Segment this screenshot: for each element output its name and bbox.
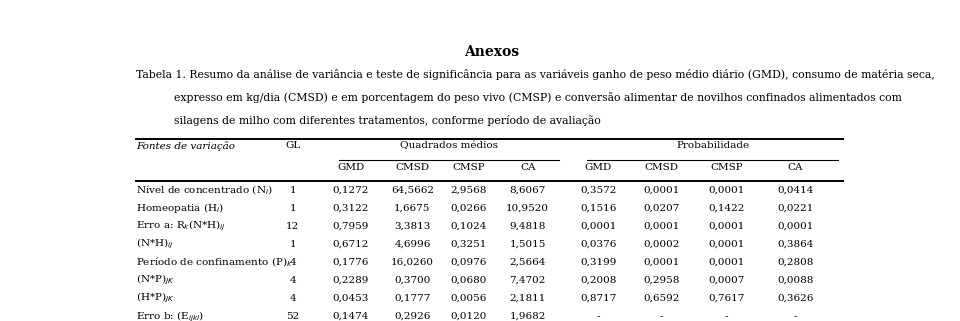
Text: 0,0001: 0,0001 (708, 240, 745, 249)
Text: 4: 4 (289, 258, 296, 267)
Text: 0,0453: 0,0453 (332, 294, 369, 303)
Text: 1,5015: 1,5015 (510, 240, 546, 249)
Text: 0,3122: 0,3122 (332, 204, 369, 213)
Text: 3,3813: 3,3813 (395, 221, 431, 230)
Text: 64,5662: 64,5662 (391, 186, 434, 195)
Text: 0,1422: 0,1422 (708, 204, 745, 213)
Text: 0,3626: 0,3626 (778, 294, 814, 303)
Text: 0,1516: 0,1516 (580, 204, 616, 213)
Text: 0,0001: 0,0001 (643, 186, 680, 195)
Text: 0,0056: 0,0056 (450, 294, 487, 303)
Text: (N*P)$_{JK}$: (N*P)$_{JK}$ (136, 273, 175, 287)
Text: 0,0088: 0,0088 (778, 276, 814, 285)
Text: (H*P)$_{JK}$: (H*P)$_{JK}$ (136, 291, 175, 306)
Text: 0,1272: 0,1272 (332, 186, 369, 195)
Text: 0,8717: 0,8717 (580, 294, 616, 303)
Text: -: - (660, 312, 663, 321)
Text: 0,1024: 0,1024 (450, 221, 487, 230)
Text: 0,0001: 0,0001 (708, 258, 745, 267)
Text: 0,2808: 0,2808 (778, 258, 814, 267)
Text: (N*H)$_{ij}$: (N*H)$_{ij}$ (136, 237, 174, 251)
Text: 0,3700: 0,3700 (395, 276, 431, 285)
Text: 0,0207: 0,0207 (643, 204, 680, 213)
Text: 7,4702: 7,4702 (510, 276, 546, 285)
Text: 0,0376: 0,0376 (580, 240, 616, 249)
Text: 2,9568: 2,9568 (450, 186, 487, 195)
Text: 0,2289: 0,2289 (332, 276, 369, 285)
Text: Homeopatia (H$_i$): Homeopatia (H$_i$) (136, 201, 225, 215)
Text: 0,0266: 0,0266 (450, 204, 487, 213)
Text: Período de confinamento (P)$_k$: Período de confinamento (P)$_k$ (136, 256, 293, 269)
Text: Nível de concentrado (N$_i$): Nível de concentrado (N$_i$) (136, 183, 274, 197)
Text: Erro a: R$_k$(N*H)$_{ij}$: Erro a: R$_k$(N*H)$_{ij}$ (136, 219, 227, 233)
Text: 0,3251: 0,3251 (450, 240, 487, 249)
Text: Erro b: (E$_{ijkl}$): Erro b: (E$_{ijkl}$) (136, 309, 204, 321)
Text: -: - (794, 312, 798, 321)
Text: GL: GL (285, 141, 300, 150)
Text: 0,0120: 0,0120 (450, 312, 487, 321)
Text: 10,9520: 10,9520 (506, 204, 549, 213)
Text: Fontes de variação: Fontes de variação (136, 141, 235, 151)
Text: CMSD: CMSD (644, 163, 679, 172)
Text: 0,0002: 0,0002 (643, 240, 680, 249)
Text: Quadrados médios: Quadrados médios (400, 141, 498, 150)
Text: 0,1777: 0,1777 (395, 294, 431, 303)
Text: 0,0976: 0,0976 (450, 258, 487, 267)
Text: GMD: GMD (585, 163, 612, 172)
Text: 1,9682: 1,9682 (510, 312, 546, 321)
Text: 9,4818: 9,4818 (510, 221, 546, 230)
Text: 0,3572: 0,3572 (580, 186, 616, 195)
Text: 0,7617: 0,7617 (708, 294, 745, 303)
Text: 0,0414: 0,0414 (778, 186, 814, 195)
Text: 0,0001: 0,0001 (580, 221, 616, 230)
Text: GMD: GMD (337, 163, 364, 172)
Text: 52: 52 (286, 312, 300, 321)
Text: 0,2958: 0,2958 (643, 276, 680, 285)
Text: Tabela 1. Resumo da análise de variância e teste de significância para as variáv: Tabela 1. Resumo da análise de variância… (136, 69, 935, 81)
Text: 1: 1 (289, 204, 296, 213)
Text: 0,0001: 0,0001 (778, 221, 814, 230)
Text: 8,6067: 8,6067 (510, 186, 546, 195)
Text: 0,0001: 0,0001 (643, 221, 680, 230)
Text: 2,5664: 2,5664 (510, 258, 546, 267)
Text: 0,0001: 0,0001 (643, 258, 680, 267)
Text: 0,2008: 0,2008 (580, 276, 616, 285)
Text: 0,1474: 0,1474 (332, 312, 369, 321)
Text: 0,3199: 0,3199 (580, 258, 616, 267)
Text: CMSP: CMSP (452, 163, 485, 172)
Text: 12: 12 (286, 221, 300, 230)
Text: 1: 1 (289, 186, 296, 195)
Text: 0,2926: 0,2926 (395, 312, 431, 321)
Text: 1,6675: 1,6675 (395, 204, 431, 213)
Text: 1: 1 (289, 240, 296, 249)
Text: -: - (597, 312, 600, 321)
Text: expresso em kg/dia (CMSD) e em porcentagem do peso vivo (CMSP) e conversão alime: expresso em kg/dia (CMSD) e em porcentag… (174, 92, 901, 103)
Text: 0,3864: 0,3864 (778, 240, 814, 249)
Text: CMSP: CMSP (710, 163, 743, 172)
Text: silagens de milho com diferentes tratamentos, conforme período de avaliação: silagens de milho com diferentes tratame… (174, 115, 600, 126)
Text: 2,1811: 2,1811 (510, 294, 546, 303)
Text: 4,6996: 4,6996 (395, 240, 431, 249)
Text: 0,6712: 0,6712 (332, 240, 369, 249)
Text: 0,0221: 0,0221 (778, 204, 814, 213)
Text: 16,0260: 16,0260 (391, 258, 434, 267)
Text: 4: 4 (289, 294, 296, 303)
Text: Probabilidade: Probabilidade (676, 141, 749, 150)
Text: CMSD: CMSD (396, 163, 429, 172)
Text: 0,0001: 0,0001 (708, 221, 745, 230)
Text: 0,1776: 0,1776 (332, 258, 369, 267)
Text: CA: CA (788, 163, 804, 172)
Text: 4: 4 (289, 276, 296, 285)
Text: 0,6592: 0,6592 (643, 294, 680, 303)
Text: CA: CA (520, 163, 536, 172)
Text: -: - (725, 312, 728, 321)
Text: 0,0001: 0,0001 (708, 186, 745, 195)
Text: 0,0007: 0,0007 (708, 276, 745, 285)
Text: 0,7959: 0,7959 (332, 221, 369, 230)
Text: Anexos: Anexos (465, 45, 519, 59)
Text: 0,0680: 0,0680 (450, 276, 487, 285)
